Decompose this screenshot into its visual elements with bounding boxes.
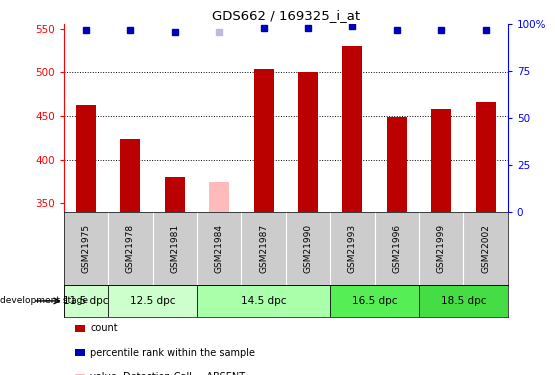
Text: GSM21981: GSM21981 [170, 224, 179, 273]
Text: GSM21987: GSM21987 [259, 224, 268, 273]
Bar [330, 285, 419, 317]
Text: 16.5 dpc: 16.5 dpc [352, 296, 397, 306]
Title: GDS662 / 169325_i_at: GDS662 / 169325_i_at [212, 9, 360, 22]
Bar [197, 285, 330, 317]
Bar [64, 285, 108, 317]
Bar [209, 182, 229, 212]
Bar [298, 72, 318, 212]
Text: GSM21984: GSM21984 [215, 224, 224, 273]
Bar [476, 102, 496, 212]
Text: GSM21990: GSM21990 [304, 224, 312, 273]
Text: 11.5 dpc: 11.5 dpc [63, 296, 109, 306]
Bar [165, 177, 185, 212]
Text: development stage: development stage [0, 296, 88, 305]
Text: count: count [90, 323, 118, 333]
Bar [342, 46, 362, 212]
Bar [76, 105, 96, 212]
Bar [108, 285, 197, 317]
Text: GSM21993: GSM21993 [348, 224, 357, 273]
Bar [254, 69, 274, 212]
Text: GSM21999: GSM21999 [437, 224, 446, 273]
Text: 14.5 dpc: 14.5 dpc [241, 296, 286, 306]
Text: percentile rank within the sample: percentile rank within the sample [90, 348, 255, 357]
Bar [387, 117, 407, 212]
Text: 18.5 dpc: 18.5 dpc [441, 296, 486, 306]
Text: GSM21975: GSM21975 [82, 224, 90, 273]
Text: GSM21996: GSM21996 [392, 224, 401, 273]
Text: 12.5 dpc: 12.5 dpc [130, 296, 175, 306]
Bar [120, 139, 140, 212]
Text: value, Detection Call = ABSENT: value, Detection Call = ABSENT [90, 372, 246, 375]
Text: GSM21978: GSM21978 [126, 224, 135, 273]
Text: GSM22002: GSM22002 [481, 224, 490, 273]
Bar [419, 285, 508, 317]
Bar [431, 109, 451, 212]
